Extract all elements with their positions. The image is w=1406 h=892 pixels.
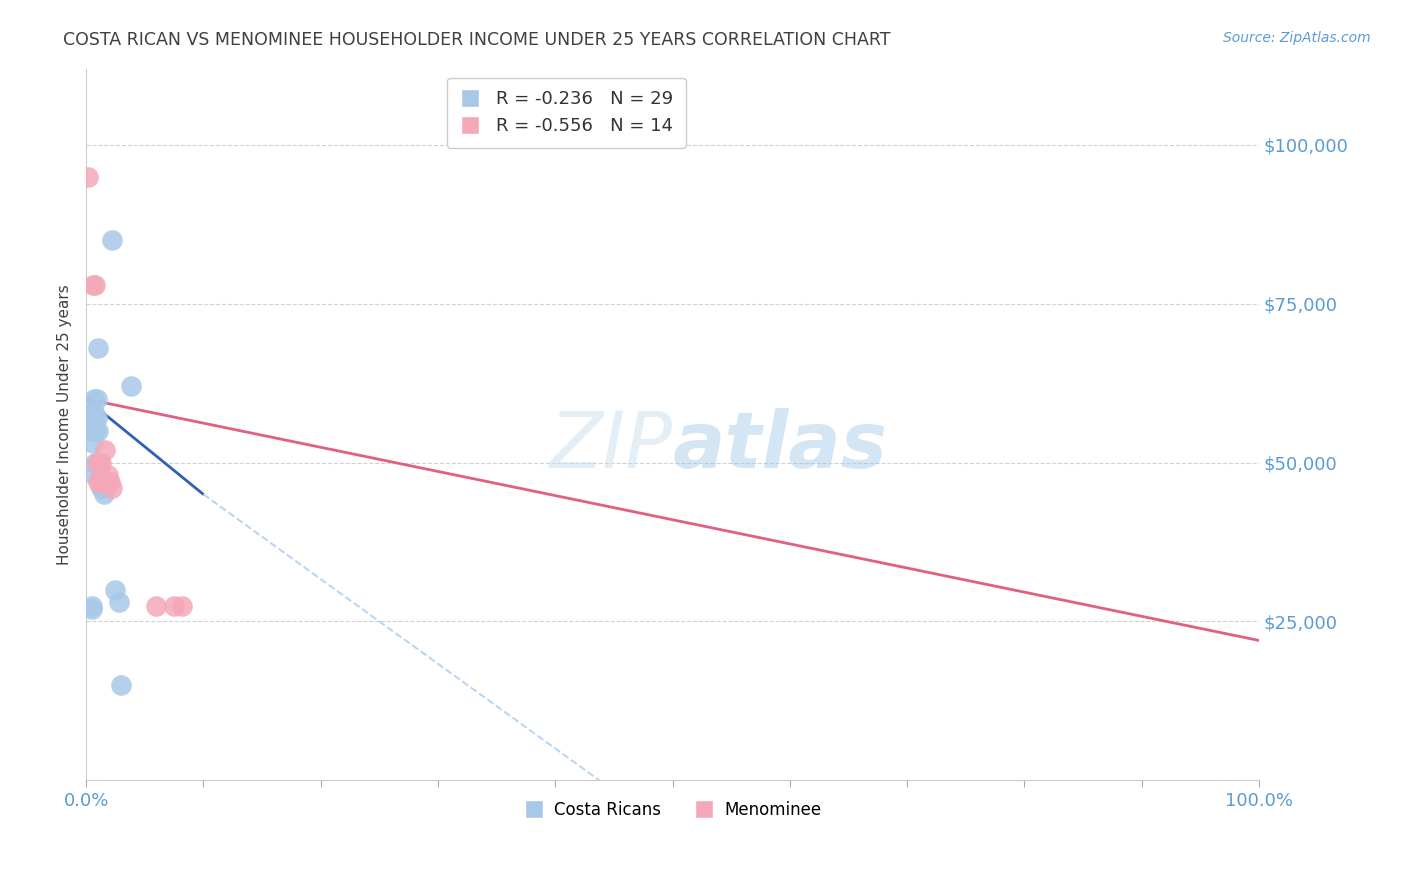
Point xyxy=(83,468,105,483)
Point xyxy=(83,392,105,406)
Point xyxy=(82,277,104,292)
Point xyxy=(82,436,104,450)
Text: COSTA RICAN VS MENOMINEE HOUSEHOLDER INCOME UNDER 25 YEARS CORRELATION CHART: COSTA RICAN VS MENOMINEE HOUSEHOLDER INC… xyxy=(63,31,891,49)
Point xyxy=(87,475,110,489)
Point xyxy=(83,405,105,419)
Point xyxy=(87,341,110,355)
Point xyxy=(84,411,107,425)
Point xyxy=(101,233,124,247)
Point xyxy=(91,475,114,489)
Point xyxy=(94,442,117,457)
Point xyxy=(86,392,108,406)
Point xyxy=(80,599,103,613)
Point xyxy=(77,169,100,184)
Point xyxy=(93,481,115,495)
Point xyxy=(84,277,107,292)
Point xyxy=(82,424,104,438)
Y-axis label: Householder Income Under 25 years: Householder Income Under 25 years xyxy=(58,284,72,565)
Point xyxy=(86,411,108,425)
Point xyxy=(97,468,120,483)
Point xyxy=(172,599,194,613)
Point xyxy=(90,456,112,470)
Text: ZIP: ZIP xyxy=(550,408,672,483)
Point xyxy=(89,475,111,489)
Point xyxy=(98,475,121,489)
Point xyxy=(101,481,124,495)
Point xyxy=(83,424,105,438)
Point xyxy=(120,379,142,393)
Point xyxy=(87,424,110,438)
Point xyxy=(110,678,132,692)
Point xyxy=(84,424,107,438)
Point xyxy=(89,468,111,483)
Point xyxy=(145,599,167,613)
Point xyxy=(82,411,104,425)
Point xyxy=(87,456,110,470)
Point xyxy=(108,595,131,609)
Point xyxy=(90,481,112,495)
Text: atlas: atlas xyxy=(672,408,887,483)
Text: Source: ZipAtlas.com: Source: ZipAtlas.com xyxy=(1223,31,1371,45)
Point xyxy=(80,601,103,615)
Point xyxy=(86,456,108,470)
Point xyxy=(86,456,108,470)
Point xyxy=(163,599,186,613)
Point xyxy=(82,405,104,419)
Legend: Costa Ricans, Menominee: Costa Ricans, Menominee xyxy=(517,794,828,825)
Point xyxy=(104,582,127,597)
Point xyxy=(93,487,115,501)
Point xyxy=(84,456,107,470)
